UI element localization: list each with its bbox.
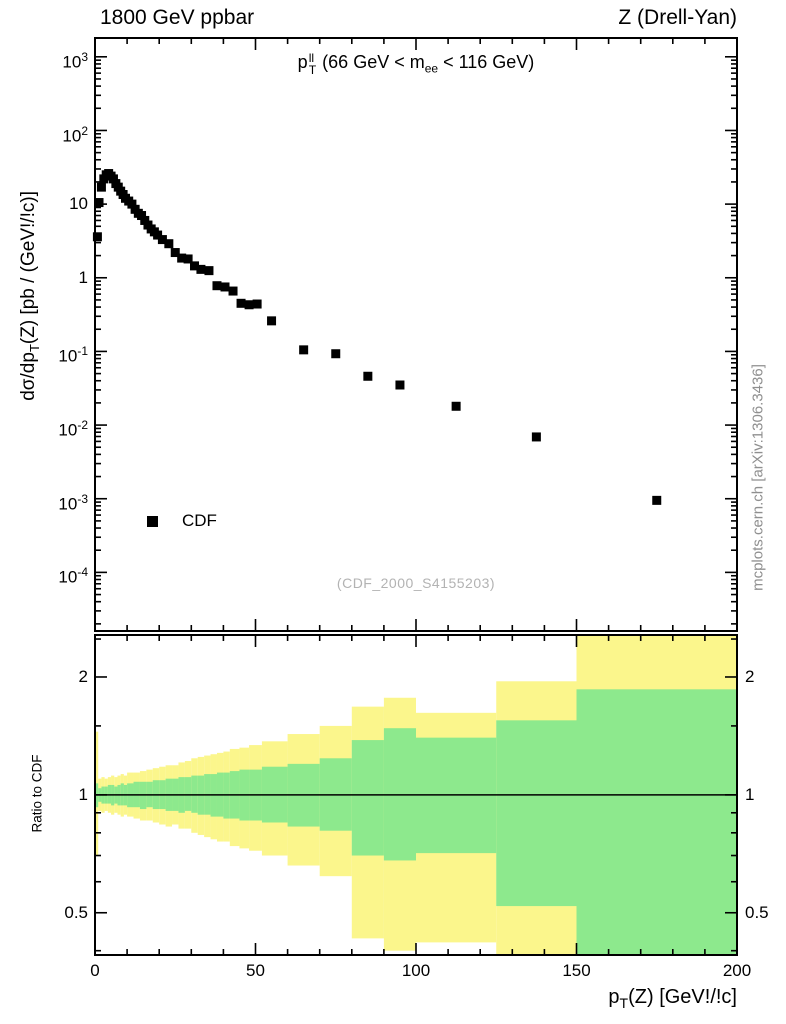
observable-annotation: p ll T (66 GeV < mee < 116 GeV) xyxy=(297,50,535,77)
legend-label: CDF xyxy=(182,511,217,530)
analysis-id-watermark: (CDF_2000_S4155203) xyxy=(336,575,496,591)
header-beam-label: 1800 GeV ppbar xyxy=(100,6,255,29)
y-axis-title: dσ/dpT(Z) [pb / (GeV!/!c)] xyxy=(18,191,42,401)
header-process-label: Z (Drell-Yan) xyxy=(618,6,737,29)
mcplots-arxiv-note: mcplots.cern.ch [arXiv:1306.3436] xyxy=(749,364,767,591)
x-axis-title: pT(Z) [GeV!/!c] xyxy=(608,986,737,1011)
ratio-axis-title: Ratio to CDF xyxy=(29,754,45,833)
legend: CDF xyxy=(147,511,217,531)
legend-marker-square-icon xyxy=(147,515,158,527)
